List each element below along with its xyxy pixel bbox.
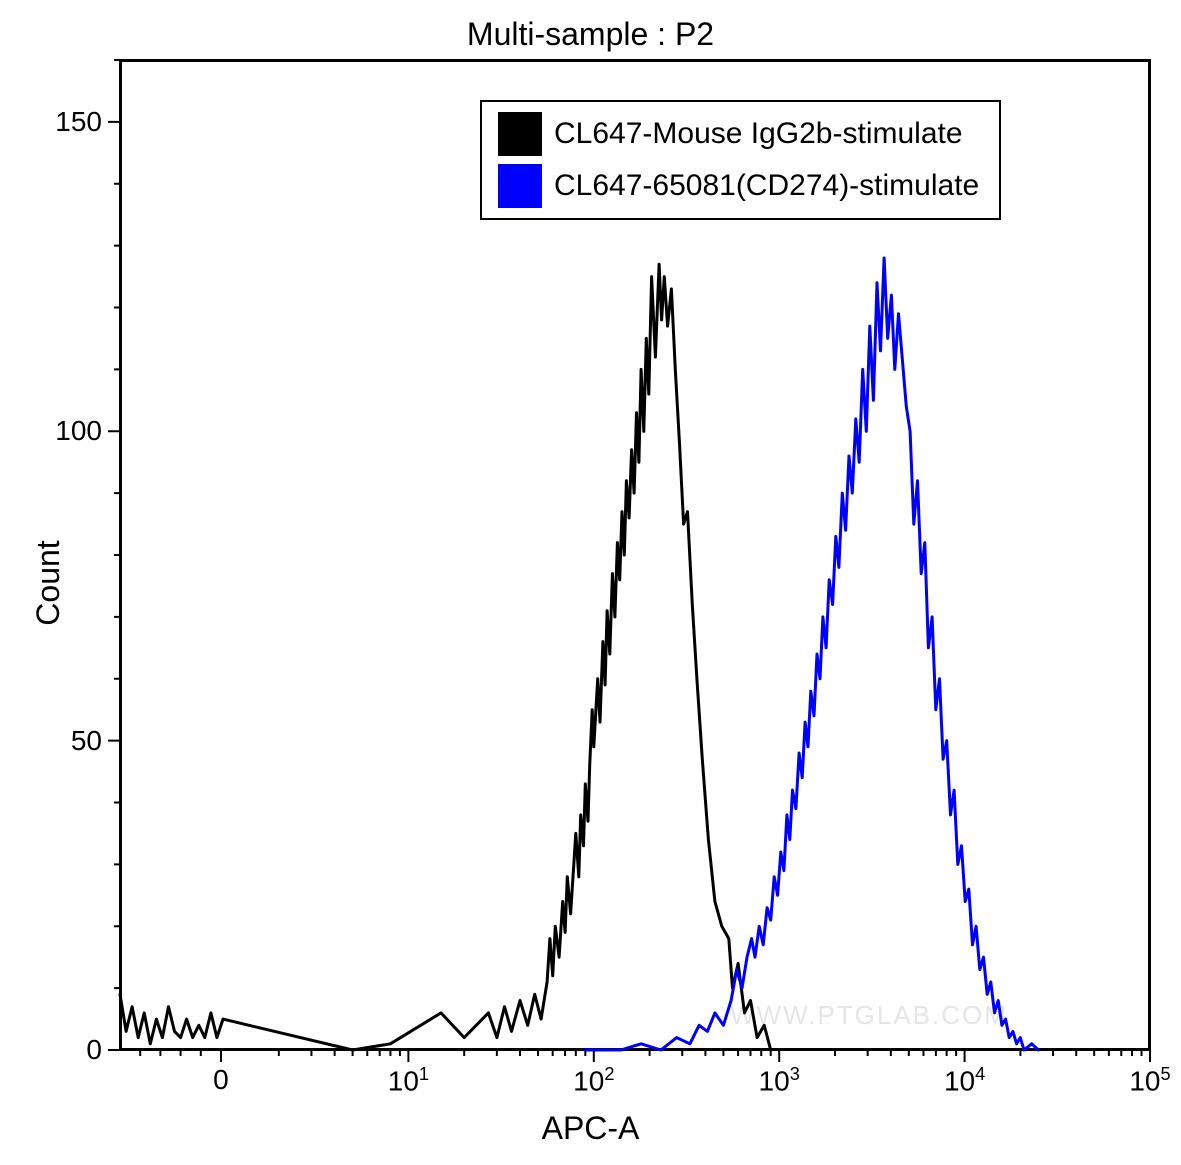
tick-label: 0 (213, 1064, 229, 1096)
y-axis-label: Count (30, 540, 67, 625)
tick-label: 150 (55, 106, 102, 138)
chart-title: Multi-sample : P2 (0, 16, 1181, 53)
tick-label: 105 (1129, 1064, 1170, 1097)
tick-label: 103 (759, 1064, 800, 1097)
watermark-text: WWW.PTGLAB.COM (730, 1000, 1008, 1031)
legend-label-1: CL647-65081(CD274)-stimulate (554, 169, 979, 203)
legend-box: CL647-Mouse IgG2b-stimulate CL647-65081(… (480, 100, 1001, 220)
legend-swatch-0 (498, 112, 542, 156)
legend-item: CL647-Mouse IgG2b-stimulate (488, 108, 989, 160)
tick-label: 50 (71, 725, 102, 757)
tick-label: 0 (86, 1034, 102, 1066)
legend-label-0: CL647-Mouse IgG2b-stimulate (554, 117, 963, 151)
legend-item: CL647-65081(CD274)-stimulate (488, 160, 989, 212)
tick-label: 104 (944, 1064, 985, 1097)
tick-label: 101 (388, 1064, 429, 1097)
tick-label: 100 (55, 415, 102, 447)
tick-label: 102 (573, 1064, 614, 1097)
x-axis-label: APC-A (0, 1110, 1181, 1147)
legend-swatch-1 (498, 164, 542, 208)
chart-container: Multi-sample : P2 Count APC-A CL647-Mous… (0, 0, 1181, 1165)
